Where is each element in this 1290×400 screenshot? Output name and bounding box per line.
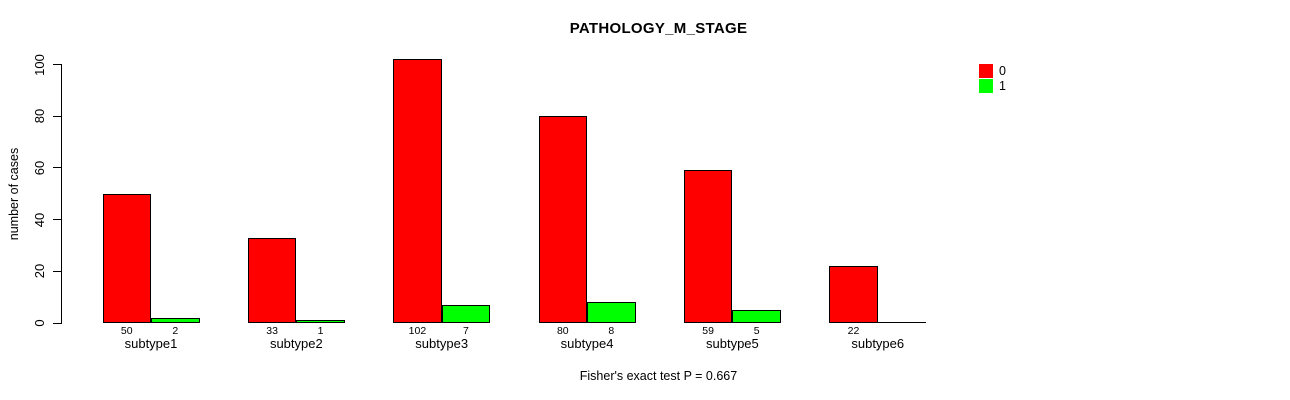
y-axis-tick-mark (53, 322, 62, 324)
y-axis-line (61, 64, 62, 323)
bar-count-label: 1 (317, 325, 324, 337)
bar-count-label: 2 (172, 325, 179, 337)
bar-count-label: 5 (753, 325, 760, 337)
category-label-subtype3: subtype3 (415, 336, 469, 351)
bar-series-0-subtype2 (247, 238, 297, 323)
bar-count-label: 102 (408, 325, 427, 337)
category-label-subtype1: subtype1 (124, 336, 178, 351)
y-axis-tick-mark (53, 270, 62, 272)
bar-series-1-subtype2 (296, 320, 345, 323)
legend-item-1: 1 (979, 79, 1006, 93)
category-label-subtype6: subtype6 (851, 336, 905, 351)
y-axis-tick-mark (53, 64, 62, 65)
category-label-subtype4: subtype4 (560, 336, 614, 351)
bar-count-label: 59 (702, 325, 714, 337)
bar-count-label: 22 (847, 325, 860, 337)
bar-series-0-subtype1 (102, 194, 151, 323)
footer-text: Fisher's exact test P = 0.667 (579, 369, 738, 383)
legend-swatch-0 (979, 64, 993, 78)
y-axis-tick-mark (53, 167, 62, 169)
bar-series-0-subtype5 (683, 170, 733, 323)
bar-count-label: 80 (556, 325, 569, 337)
y-axis-tick-label: 80 (32, 108, 47, 124)
bar-count-label: 50 (120, 325, 133, 337)
y-axis-tick-label: 100 (32, 53, 47, 76)
y-axis-tick-label: 60 (32, 160, 47, 176)
y-axis-tick-mark (53, 219, 62, 221)
bar-series-0-subtype4 (538, 116, 588, 323)
category-label-subtype5: subtype5 (706, 336, 759, 351)
bar-series-1-subtype3 (441, 305, 491, 323)
bar-series-1-subtype5 (732, 310, 781, 323)
legend-swatch-1 (979, 79, 993, 93)
category-label-subtype2: subtype2 (269, 336, 323, 351)
legend-label: 1 (999, 79, 1006, 93)
y-axis-tick-mark (53, 115, 62, 117)
bar-count-label: 7 (463, 325, 469, 337)
bar-series-0-subtype6 (829, 266, 878, 323)
chart-title: PATHOLOGY_M_STAGE (569, 20, 748, 37)
bar-series-1-subtype6-zero (877, 322, 927, 323)
bar-series-0-subtype3 (393, 59, 442, 323)
y-axis-tick-label: 0 (32, 319, 47, 327)
bar-count-label: 33 (266, 325, 278, 337)
legend-item-0: 0 (979, 64, 1006, 78)
bar-series-1-subtype1 (151, 318, 200, 323)
y-axis-label: number of cases (7, 147, 21, 241)
y-axis-tick-label: 20 (32, 264, 47, 279)
legend-label: 0 (999, 64, 1006, 78)
bar-count-label: 8 (608, 325, 615, 337)
y-axis-tick-label: 40 (32, 212, 47, 227)
bar-series-1-subtype4 (587, 302, 636, 323)
